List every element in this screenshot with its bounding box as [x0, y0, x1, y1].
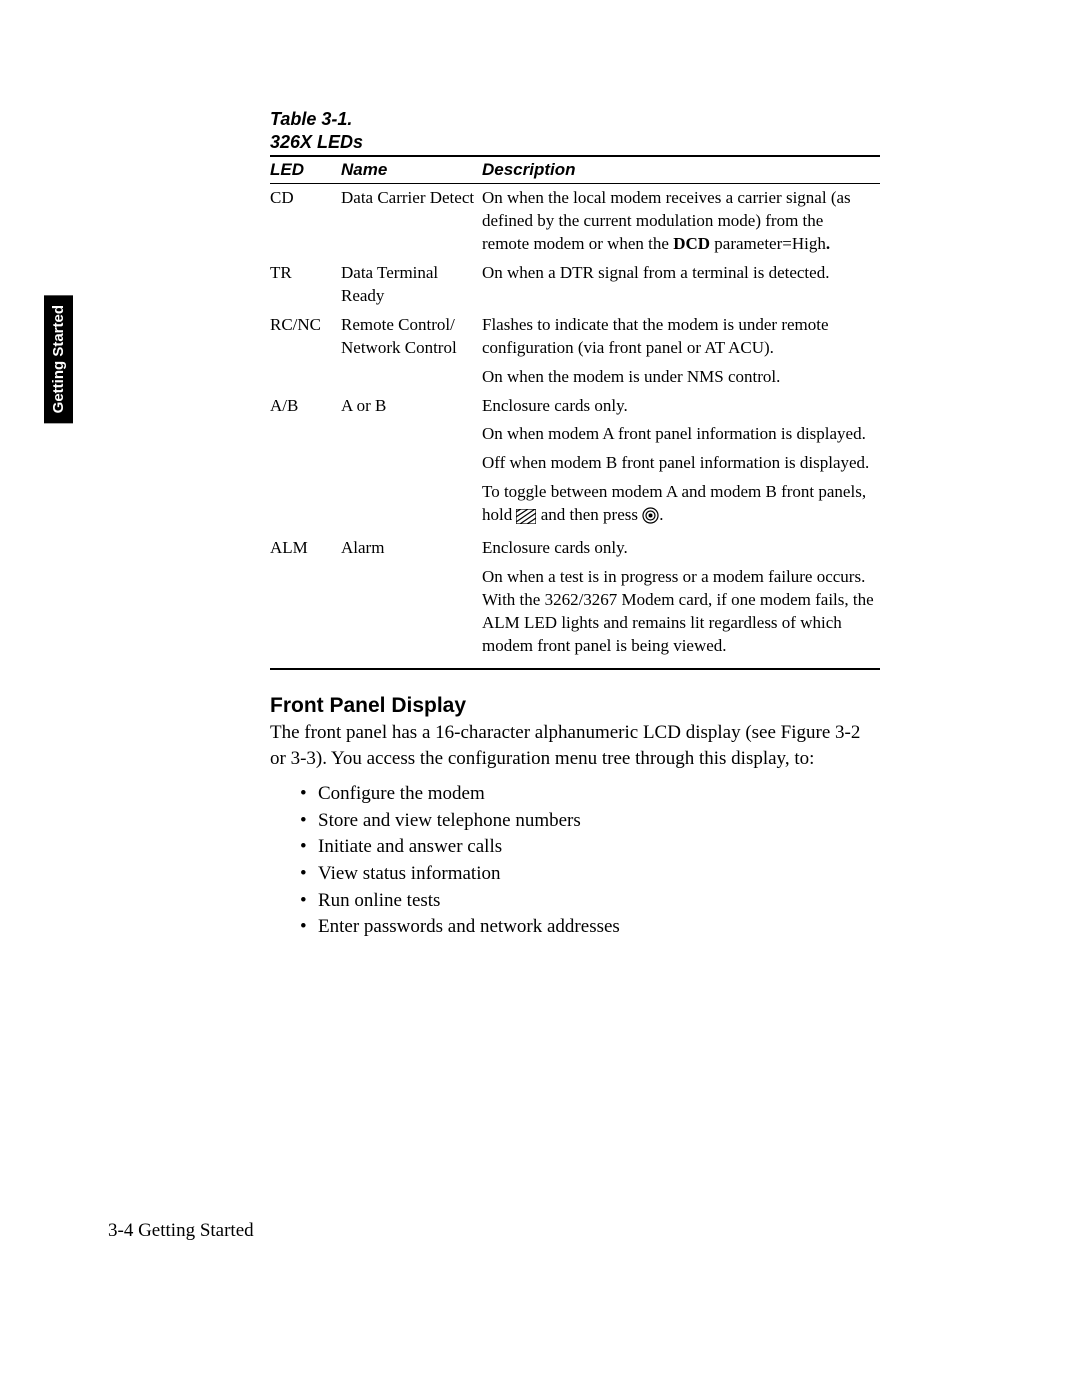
th-led: LED — [270, 156, 341, 184]
cell-name: Remote Control/ Network Control — [341, 311, 482, 392]
cell-led: A/B — [270, 392, 341, 535]
page-footer: 3-4 Getting Started — [108, 1220, 254, 1242]
cell-led: RC/NC — [270, 311, 341, 392]
cell-desc: On when a DTR signal from a terminal is … — [482, 259, 880, 311]
cell-desc: Enclosure cards only. On when a test is … — [482, 534, 880, 669]
list-item: Configure the modem — [318, 781, 880, 808]
cell-name: Alarm — [341, 534, 482, 669]
cell-name: Data Carrier Detect — [341, 184, 482, 259]
list-item: Store and view telephone numbers — [318, 808, 880, 835]
bullet-list: Configure the modem Store and view telep… — [270, 781, 880, 941]
section-heading: Front Panel Display — [270, 694, 880, 718]
page-content: Table 3-1. 326X LEDs LED Name Descriptio… — [270, 108, 880, 941]
side-tab: Getting Started — [44, 295, 73, 423]
cell-desc: Flashes to indicate that the modem is un… — [482, 311, 880, 392]
caption-line1: Table 3-1. — [270, 109, 352, 129]
section-paragraph: The front panel has a 16-character alpha… — [270, 720, 880, 771]
list-item: Enter passwords and network addresses — [318, 914, 880, 941]
cell-led: TR — [270, 259, 341, 311]
table-caption: Table 3-1. 326X LEDs — [270, 108, 880, 153]
table-row: RC/NC Remote Control/ Network Control Fl… — [270, 311, 880, 392]
list-item: Run online tests — [318, 888, 880, 915]
list-item: Initiate and answer calls — [318, 834, 880, 861]
th-name: Name — [341, 156, 482, 184]
cell-desc: On when the local modem receives a carri… — [482, 184, 880, 259]
table-row: A/B A or B Enclosure cards only. On when… — [270, 392, 880, 535]
th-desc: Description — [482, 156, 880, 184]
cell-led: ALM — [270, 534, 341, 669]
cell-name: Data Terminal Ready — [341, 259, 482, 311]
hatched-button-icon — [516, 508, 536, 531]
table-row: CD Data Carrier Detect On when the local… — [270, 184, 880, 259]
target-button-icon — [642, 507, 659, 531]
cell-name: A or B — [341, 392, 482, 535]
cell-desc: Enclosure cards only. On when modem A fr… — [482, 392, 880, 535]
led-table: LED Name Description CD Data Carrier Det… — [270, 155, 880, 670]
table-row: TR Data Terminal Ready On when a DTR sig… — [270, 259, 880, 311]
table-row: ALM Alarm Enclosure cards only. On when … — [270, 534, 880, 669]
cell-led: CD — [270, 184, 341, 259]
list-item: View status information — [318, 861, 880, 888]
caption-line2: 326X LEDs — [270, 132, 363, 152]
